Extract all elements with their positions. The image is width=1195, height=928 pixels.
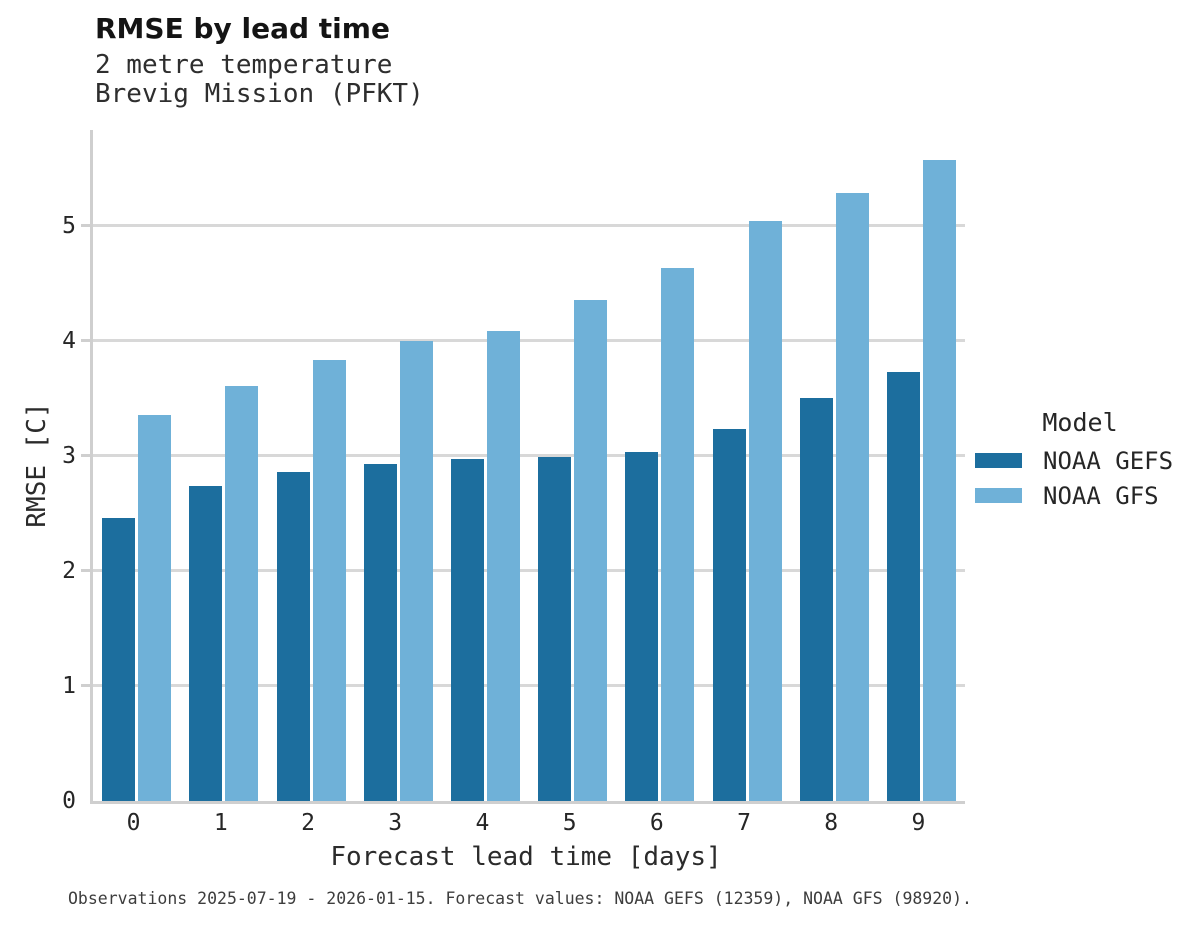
bar-noaa-gfs-lead-7 xyxy=(748,220,782,801)
bar-noaa-gefs-lead-1 xyxy=(189,485,223,801)
bar-noaa-gfs-lead-5 xyxy=(574,300,608,801)
bar-noaa-gefs-lead-3 xyxy=(363,463,397,801)
legend-item-noaa-gefs: NOAA GEFS xyxy=(975,446,1185,475)
bar-noaa-gfs-lead-2 xyxy=(312,360,346,801)
y-tick-label-4: 4 xyxy=(62,327,76,354)
bar-noaa-gefs-lead-0 xyxy=(102,517,136,801)
bar-group-lead-5 xyxy=(529,130,616,801)
figure-caption: Observations 2025-07-19 - 2026-01-15. Fo… xyxy=(68,889,972,908)
bar-group-lead-4 xyxy=(442,130,529,801)
bar-noaa-gfs-lead-1 xyxy=(225,385,259,801)
x-tick-label-0: 0 xyxy=(126,810,141,836)
bar-group-lead-8 xyxy=(791,130,878,801)
x-tick-label-2: 2 xyxy=(301,810,315,836)
bar-group-lead-2 xyxy=(267,130,354,801)
chart-subtitle-station: Brevig Mission (PFKT) xyxy=(95,79,424,109)
chart-subtitle-variable: 2 metre temperature xyxy=(95,50,393,80)
plot-area: 0 1 2 3 4 5 xyxy=(62,130,965,814)
bar-noaa-gefs-lead-6 xyxy=(625,452,659,801)
legend-label-noaa-gefs: NOAA GEFS xyxy=(1043,446,1174,475)
x-tick-label-9: 9 xyxy=(911,810,926,836)
legend-swatch-noaa-gfs xyxy=(975,488,1022,503)
x-tick-label-6: 6 xyxy=(649,810,664,836)
bar-noaa-gfs-lead-9 xyxy=(922,159,956,801)
y-axis-label: RMSE [C] xyxy=(22,402,52,528)
gridline-y-4 xyxy=(93,338,965,342)
gridline-y-1 xyxy=(93,683,965,687)
bar-noaa-gefs-lead-4 xyxy=(450,459,484,801)
x-tick-label-4: 4 xyxy=(475,810,490,836)
legend-swatch-noaa-gefs xyxy=(975,453,1022,468)
legend-label-noaa-gfs: NOAA GFS xyxy=(1043,481,1159,510)
bar-noaa-gefs-lead-2 xyxy=(276,471,310,801)
x-tick-label-1: 1 xyxy=(213,810,228,836)
bar-groups xyxy=(93,130,965,801)
y-tick-mark-1 xyxy=(81,683,90,687)
bar-noaa-gfs-lead-4 xyxy=(486,331,520,801)
bar-noaa-gfs-lead-8 xyxy=(835,193,869,801)
x-tick-label-8: 8 xyxy=(824,810,839,836)
bar-noaa-gfs-lead-0 xyxy=(138,415,172,801)
bar-group-lead-3 xyxy=(355,130,442,801)
x-tick-label-5: 5 xyxy=(562,810,577,836)
legend: Model NOAA GEFS NOAA GFS xyxy=(975,408,1185,510)
bar-group-lead-0 xyxy=(93,130,180,801)
y-tick-label-1: 1 xyxy=(62,672,76,699)
gridline-y-5 xyxy=(93,223,965,227)
gridline-y-3 xyxy=(93,453,965,457)
chart-title: RMSE by lead time xyxy=(95,12,390,45)
bar-group-lead-6 xyxy=(616,130,703,801)
y-tick-label-2: 2 xyxy=(62,557,76,584)
legend-item-noaa-gfs: NOAA GFS xyxy=(975,481,1185,510)
bar-group-lead-9 xyxy=(878,130,965,801)
y-tick-label-0: 0 xyxy=(62,788,76,814)
bar-group-lead-7 xyxy=(703,130,790,801)
y-tick-mark-5 xyxy=(81,223,90,227)
bar-group-lead-1 xyxy=(180,130,267,801)
y-tick-label-5: 5 xyxy=(62,212,76,239)
bar-noaa-gefs-lead-9 xyxy=(886,371,920,801)
y-tick-label-3: 3 xyxy=(62,442,76,469)
x-axis-tick-labels: 0 1 2 3 4 5 6 7 8 9 xyxy=(90,810,962,836)
x-axis-label: Forecast lead time [days] xyxy=(330,842,722,872)
gridline-y-2 xyxy=(93,568,965,572)
y-tick-mark-2 xyxy=(81,568,90,572)
bar-noaa-gefs-lead-5 xyxy=(538,456,572,801)
y-tick-mark-3 xyxy=(81,453,90,457)
bar-noaa-gfs-lead-6 xyxy=(661,268,695,801)
bar-noaa-gfs-lead-3 xyxy=(399,340,433,801)
y-tick-mark-4 xyxy=(81,338,90,342)
x-tick-label-3: 3 xyxy=(388,810,403,836)
x-tick-label-7: 7 xyxy=(737,810,751,836)
legend-title: Model xyxy=(1042,408,1118,437)
bar-noaa-gefs-lead-7 xyxy=(712,429,746,801)
bar-noaa-gefs-lead-8 xyxy=(799,398,833,801)
